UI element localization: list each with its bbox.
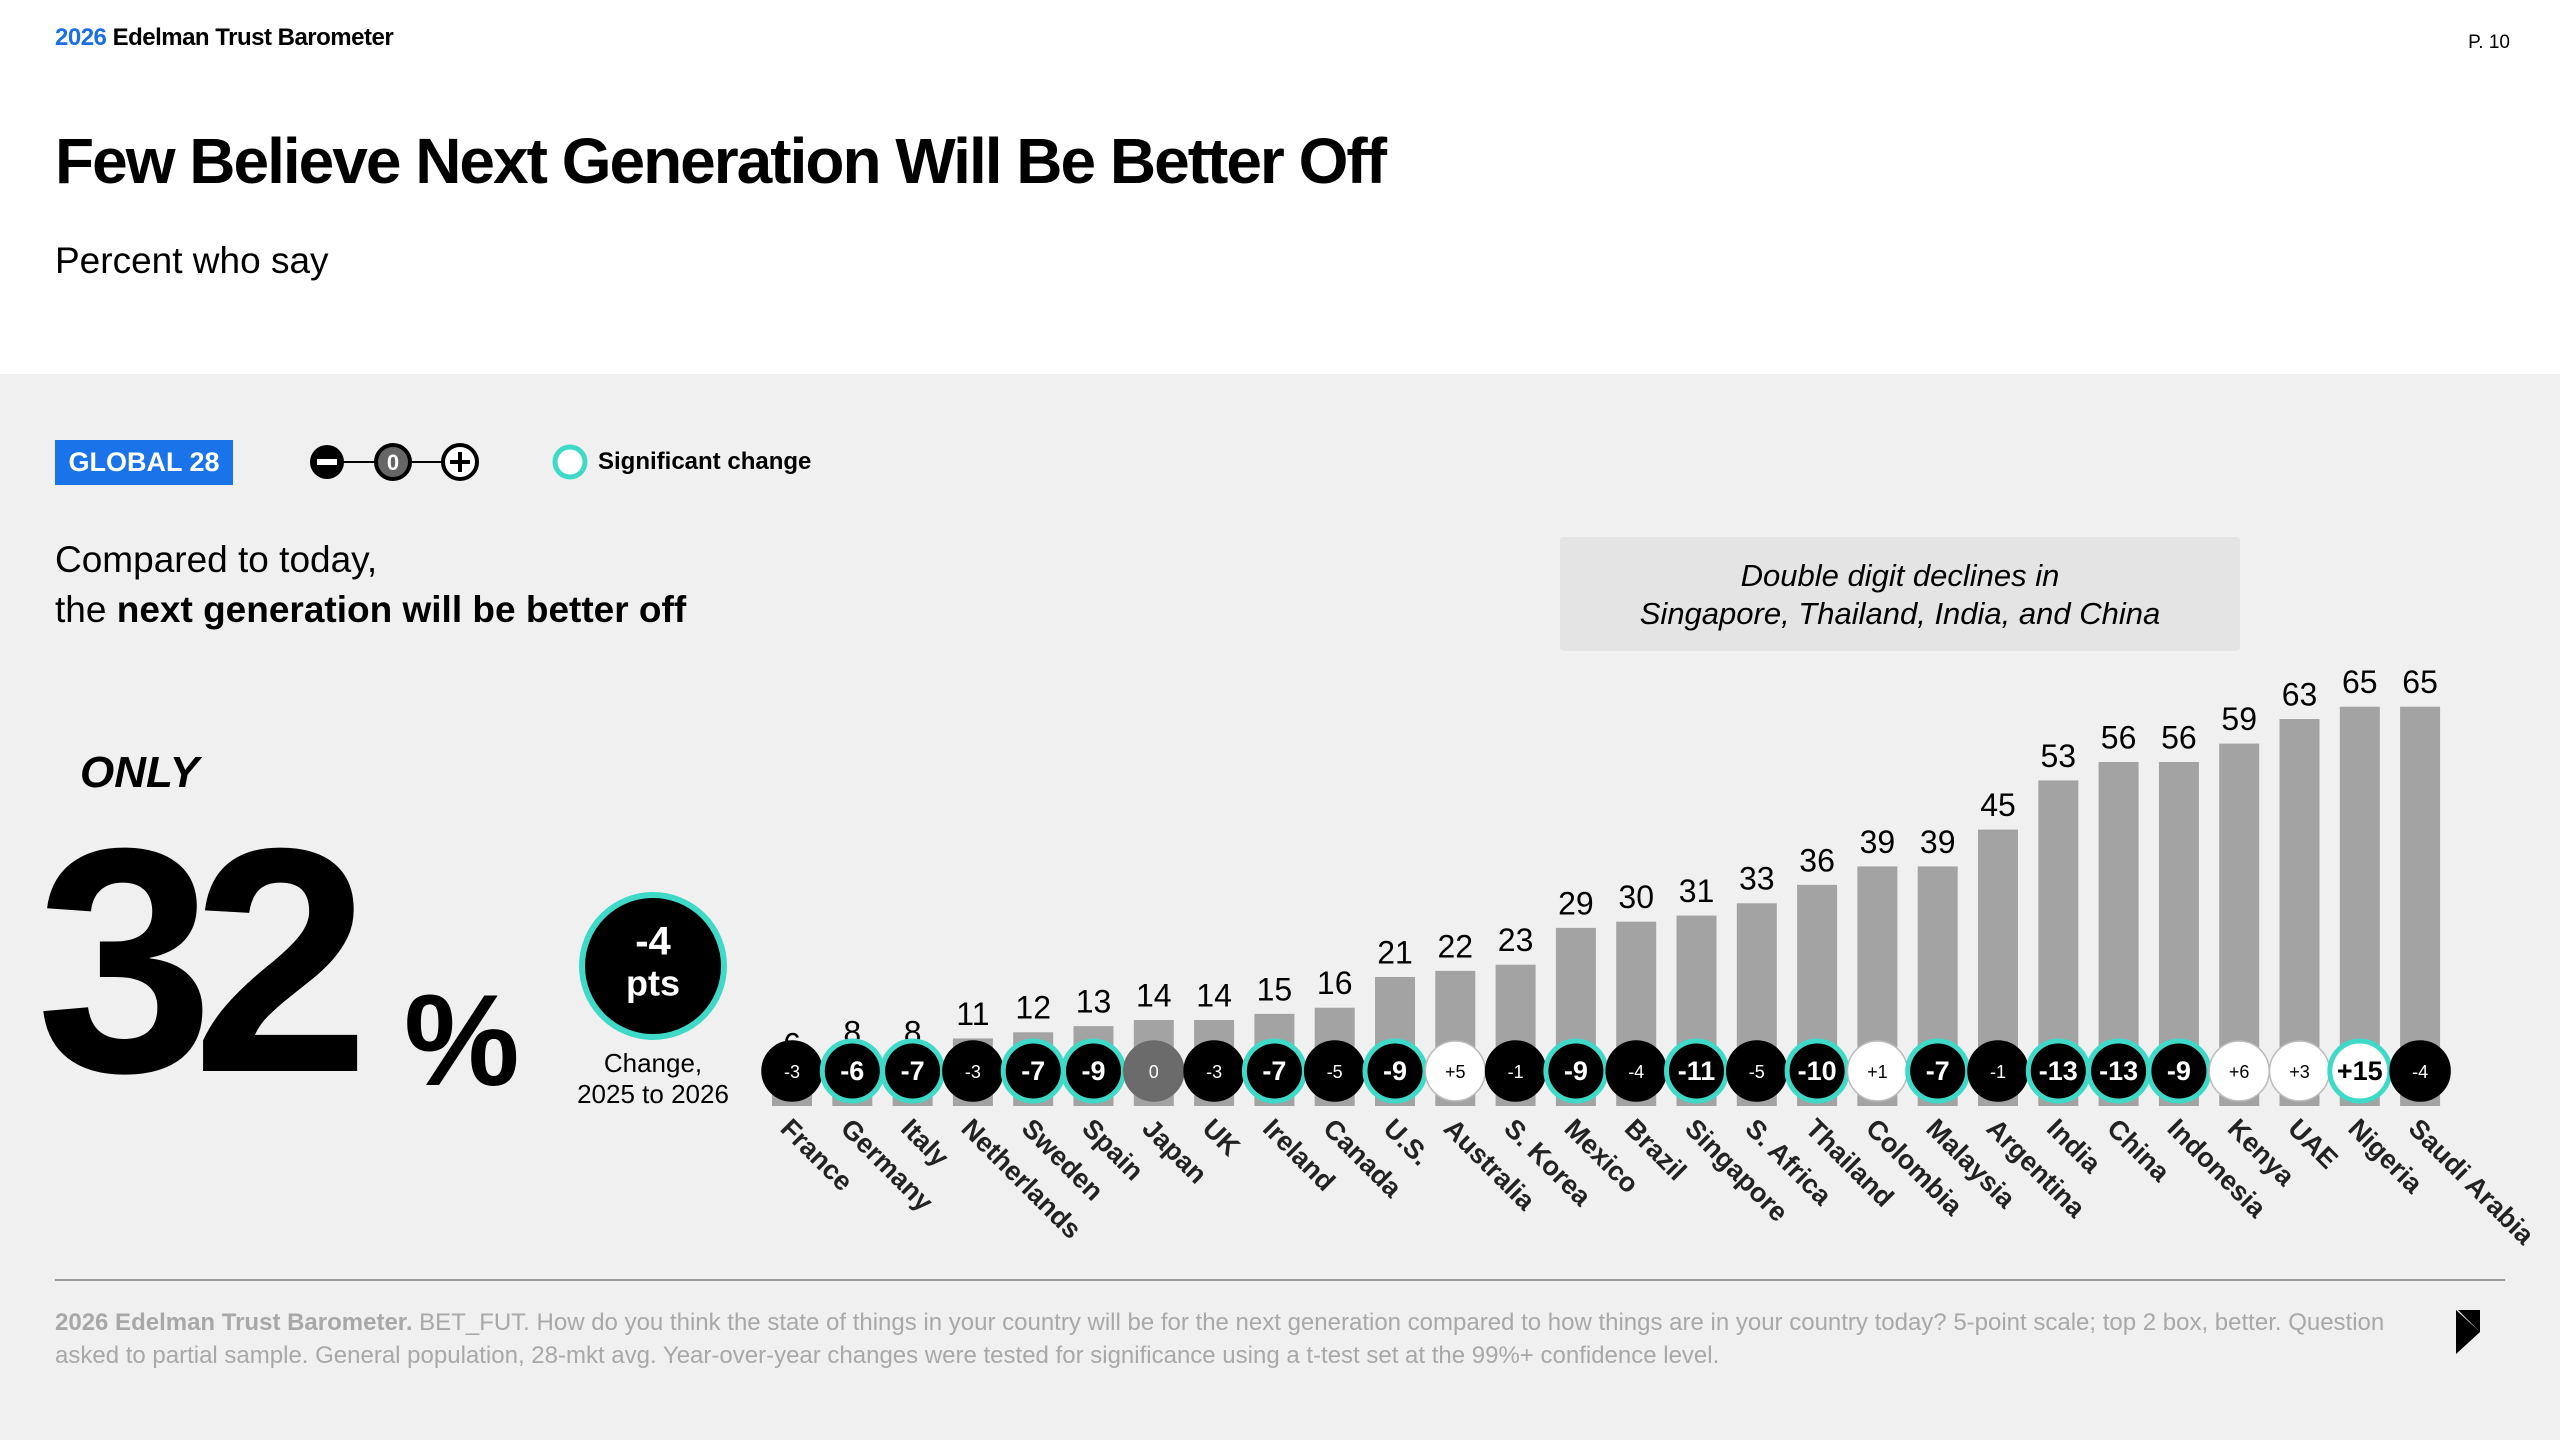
- global-value: 32: [36, 781, 370, 1139]
- brand-name: Edelman Trust Barometer: [112, 24, 394, 51]
- value-label: 11: [956, 996, 989, 1032]
- callout-line: Double digit declines in: [1740, 558, 2060, 593]
- headline-line: Compared to today,: [55, 539, 378, 580]
- value-label: 21: [1377, 934, 1413, 970]
- brand: 2026 Edelman Trust Barometer: [55, 24, 394, 52]
- bar: [2400, 706, 2441, 1106]
- change-label: -3: [1206, 1062, 1222, 1082]
- headline: Compared to today, the next generation wi…: [55, 535, 686, 635]
- footnote-text: BET_FUT. How do you think the state of t…: [55, 1309, 2385, 1369]
- change-label: +6: [2229, 1062, 2250, 1082]
- change-label: +15: [2337, 1056, 2383, 1086]
- change-label: -13: [2099, 1056, 2138, 1086]
- value-label: 39: [1860, 824, 1896, 860]
- value-label: 36: [1799, 842, 1835, 878]
- change-label: -7: [901, 1056, 925, 1086]
- category-label: UK: [1197, 1113, 1246, 1162]
- change-label: -4: [1628, 1062, 1644, 1082]
- only-label: ONLY: [80, 748, 199, 797]
- value-label: 14: [1136, 977, 1172, 1013]
- legend-label: Significant change: [598, 448, 812, 475]
- change-label: -9: [1564, 1056, 1588, 1086]
- change-label: -5: [1749, 1062, 1765, 1082]
- change-caption: Change, 2025 to 2026: [553, 1048, 753, 1110]
- badge: GLOBAL 28: [55, 440, 233, 485]
- value-label: 39: [1920, 824, 1956, 860]
- legend-zero: [374, 443, 412, 481]
- category-label: Japan: [1137, 1113, 1213, 1189]
- caption-line: Change,: [603, 1048, 703, 1078]
- change-label: 0: [1149, 1062, 1159, 1082]
- value-label: 30: [1618, 879, 1654, 915]
- category-label: China: [2101, 1113, 2176, 1188]
- change-label: -1: [1508, 1062, 1524, 1082]
- value-label: 31: [1679, 873, 1715, 909]
- value-label: 65: [2342, 664, 2378, 700]
- value-label: 14: [1196, 977, 1232, 1013]
- caption-line: 2025 to 2026: [577, 1079, 729, 1109]
- value-label: 15: [1257, 971, 1293, 1007]
- footnote-bold: 2026 Edelman Trust Barometer.: [55, 1309, 413, 1336]
- global-change-circle: [579, 892, 727, 1040]
- brand-year: 2026: [55, 24, 107, 51]
- legend-minus-sign: [317, 459, 337, 465]
- legend-zero-text: 0: [387, 450, 399, 475]
- callout: Double digit declines in Singapore, Thail…: [1560, 537, 2240, 651]
- global-change-unit: pts: [626, 963, 680, 1004]
- change-label: -13: [2039, 1056, 2078, 1086]
- value-label: 65: [2402, 664, 2438, 700]
- headline-bold: next generation will be better off: [116, 589, 687, 630]
- value-label: 33: [1739, 861, 1775, 897]
- legend-plus-sign: [450, 452, 470, 472]
- change-label: -9: [1383, 1056, 1407, 1086]
- value-label: 29: [1558, 885, 1594, 921]
- change-label: -4: [2412, 1062, 2428, 1082]
- value-label: 59: [2221, 701, 2257, 737]
- page-number: P. 10: [2468, 32, 2510, 53]
- global-unit: %: [404, 967, 520, 1113]
- value-label: 22: [1438, 928, 1474, 964]
- change-label: -7: [1021, 1056, 1045, 1086]
- divider: [55, 1279, 2505, 1281]
- value-label: 12: [1015, 990, 1051, 1026]
- subtitle: Percent who say: [55, 240, 329, 281]
- value-label: 56: [2161, 719, 2197, 755]
- value-label: 45: [1980, 787, 2016, 823]
- value-label: 23: [1498, 922, 1534, 958]
- value-label: 13: [1076, 984, 1112, 1020]
- change-circle: [2389, 1040, 2451, 1102]
- legend-significant: [552, 444, 588, 480]
- change-label: -1: [1990, 1062, 2006, 1082]
- change-label: -3: [784, 1062, 800, 1082]
- global-change: -4: [635, 920, 671, 964]
- change-label: -6: [840, 1056, 864, 1086]
- change-label: -7: [1926, 1056, 1950, 1086]
- change-label: +5: [1445, 1062, 1466, 1082]
- callout-line: Singapore, Thailand, India, and China: [1639, 596, 2161, 631]
- value-label: 16: [1317, 965, 1353, 1001]
- value-label: 53: [2041, 738, 2077, 774]
- change-label: -5: [1327, 1062, 1343, 1082]
- change-label: -3: [965, 1062, 981, 1082]
- footnote: 2026 Edelman Trust Barometer. BET_FUT. H…: [55, 1306, 2385, 1372]
- value-label: 63: [2282, 676, 2318, 712]
- change-label: -9: [1081, 1056, 1105, 1086]
- next-arrow: [2456, 1310, 2480, 1354]
- headline-line: the: [55, 589, 117, 630]
- change-label: +3: [2289, 1062, 2310, 1082]
- change-label: -10: [1798, 1056, 1837, 1086]
- change-label: +1: [1867, 1062, 1888, 1082]
- title: Few Believe Next Generation Will Be Bett…: [55, 125, 1387, 197]
- value-label: 56: [2101, 719, 2137, 755]
- change-label: -9: [2167, 1056, 2191, 1086]
- change-label: -11: [1678, 1056, 1716, 1086]
- change-label: -7: [1262, 1056, 1286, 1086]
